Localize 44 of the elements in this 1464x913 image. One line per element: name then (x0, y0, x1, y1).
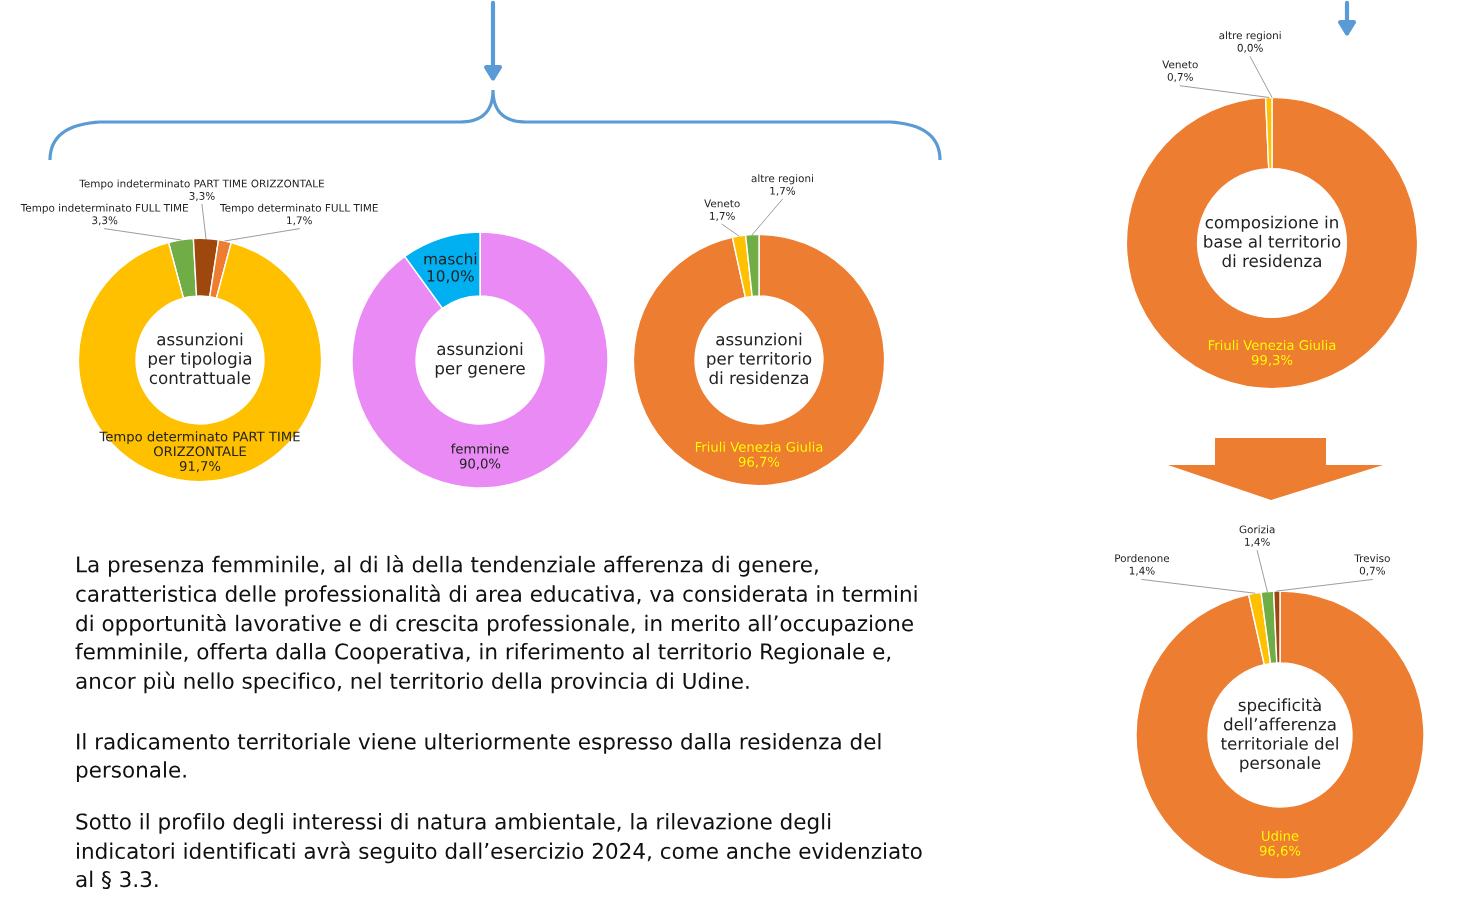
data-label: 1,4% (1129, 566, 1155, 576)
text: Il radicamento territoriale viene ulteriormente espresso dalla residenza del personale. (76, 733, 881, 783)
slice-label: Gorizia (1239, 525, 1275, 534)
slice-label: Friuli Venezia Giulia (695, 441, 823, 452)
data-label: 3,3% (189, 192, 215, 201)
category-label: altre regioni (1219, 31, 1281, 42)
slice-label: Veneto (1162, 60, 1198, 69)
data-label: 96,6% (1259, 845, 1301, 857)
donut-slice (1125, 96, 1419, 390)
data-label: 0,7% (1359, 566, 1386, 576)
slice-label: Treviso (1354, 554, 1390, 563)
slice-label: Tempo determinato FULL TIME (220, 203, 378, 214)
slice-label: maschi (424, 252, 477, 265)
data-label: 1,7% (770, 186, 796, 196)
slice-label: femmine (451, 443, 509, 454)
slice-label: Veneto (704, 199, 740, 208)
text: assunzioni per genere (435, 342, 525, 378)
text: specificità dell’afferenza territoriale del personale (1220, 697, 1338, 773)
data-label: 99,3% (1251, 354, 1293, 367)
text: assunzioni per tipologia contrattuale (148, 332, 252, 385)
text: assunzioni per territorio di residenza (707, 332, 812, 385)
slice-label: Tempo indeterminato FULL TIME (20, 203, 188, 214)
slice-label: Friuli Venezia Giulia (1208, 339, 1336, 351)
slice-label: Tempo indeterminato PART TIME ORIZZONTALE (79, 179, 324, 190)
text: La presenza femminile, al di là della tendenziale afferenza di genere, caratteristica delle professionalità di area educativa, va considerata in termini di opportunità lavorative e di crescita professionale, in merito all’occupazione femminile, offerta dalla Cooperativa, in riferimento al territorio Regionale e, ancor più nello specifico, nel territorio della provincia di Udine. (75, 555, 917, 694)
donut-slice (351, 231, 609, 489)
data-label: 90,0% (459, 458, 501, 470)
data-label: 3,3% (92, 216, 118, 226)
text: Sotto il profilo degli interessi di natura ambientale, la rilevazione degli indicatori identificati avrà seguito dall’esercizio 2024, come anche evidenziato al § 3.3. (76, 813, 922, 890)
data-label: 1,7% (710, 211, 735, 221)
text: composizione in base al territorio di residenza (1204, 215, 1341, 268)
data-label: 0,7% (1167, 72, 1193, 82)
data-label: 10,0% (427, 270, 474, 284)
data-label: 1,4% (1245, 537, 1270, 547)
text: 0,0% (1237, 43, 1263, 53)
donut-slice (1135, 590, 1425, 880)
slice-label: Udine (1262, 830, 1299, 841)
data-label: 1,7% (287, 216, 312, 226)
donut-slice (77, 241, 323, 483)
slice-label: altre regioni (751, 174, 813, 185)
data-label: 96,7% (738, 456, 780, 469)
donut-slice (632, 233, 886, 487)
data-label: 91,7% (179, 461, 221, 473)
slice-label: Pordenone (1115, 554, 1170, 563)
